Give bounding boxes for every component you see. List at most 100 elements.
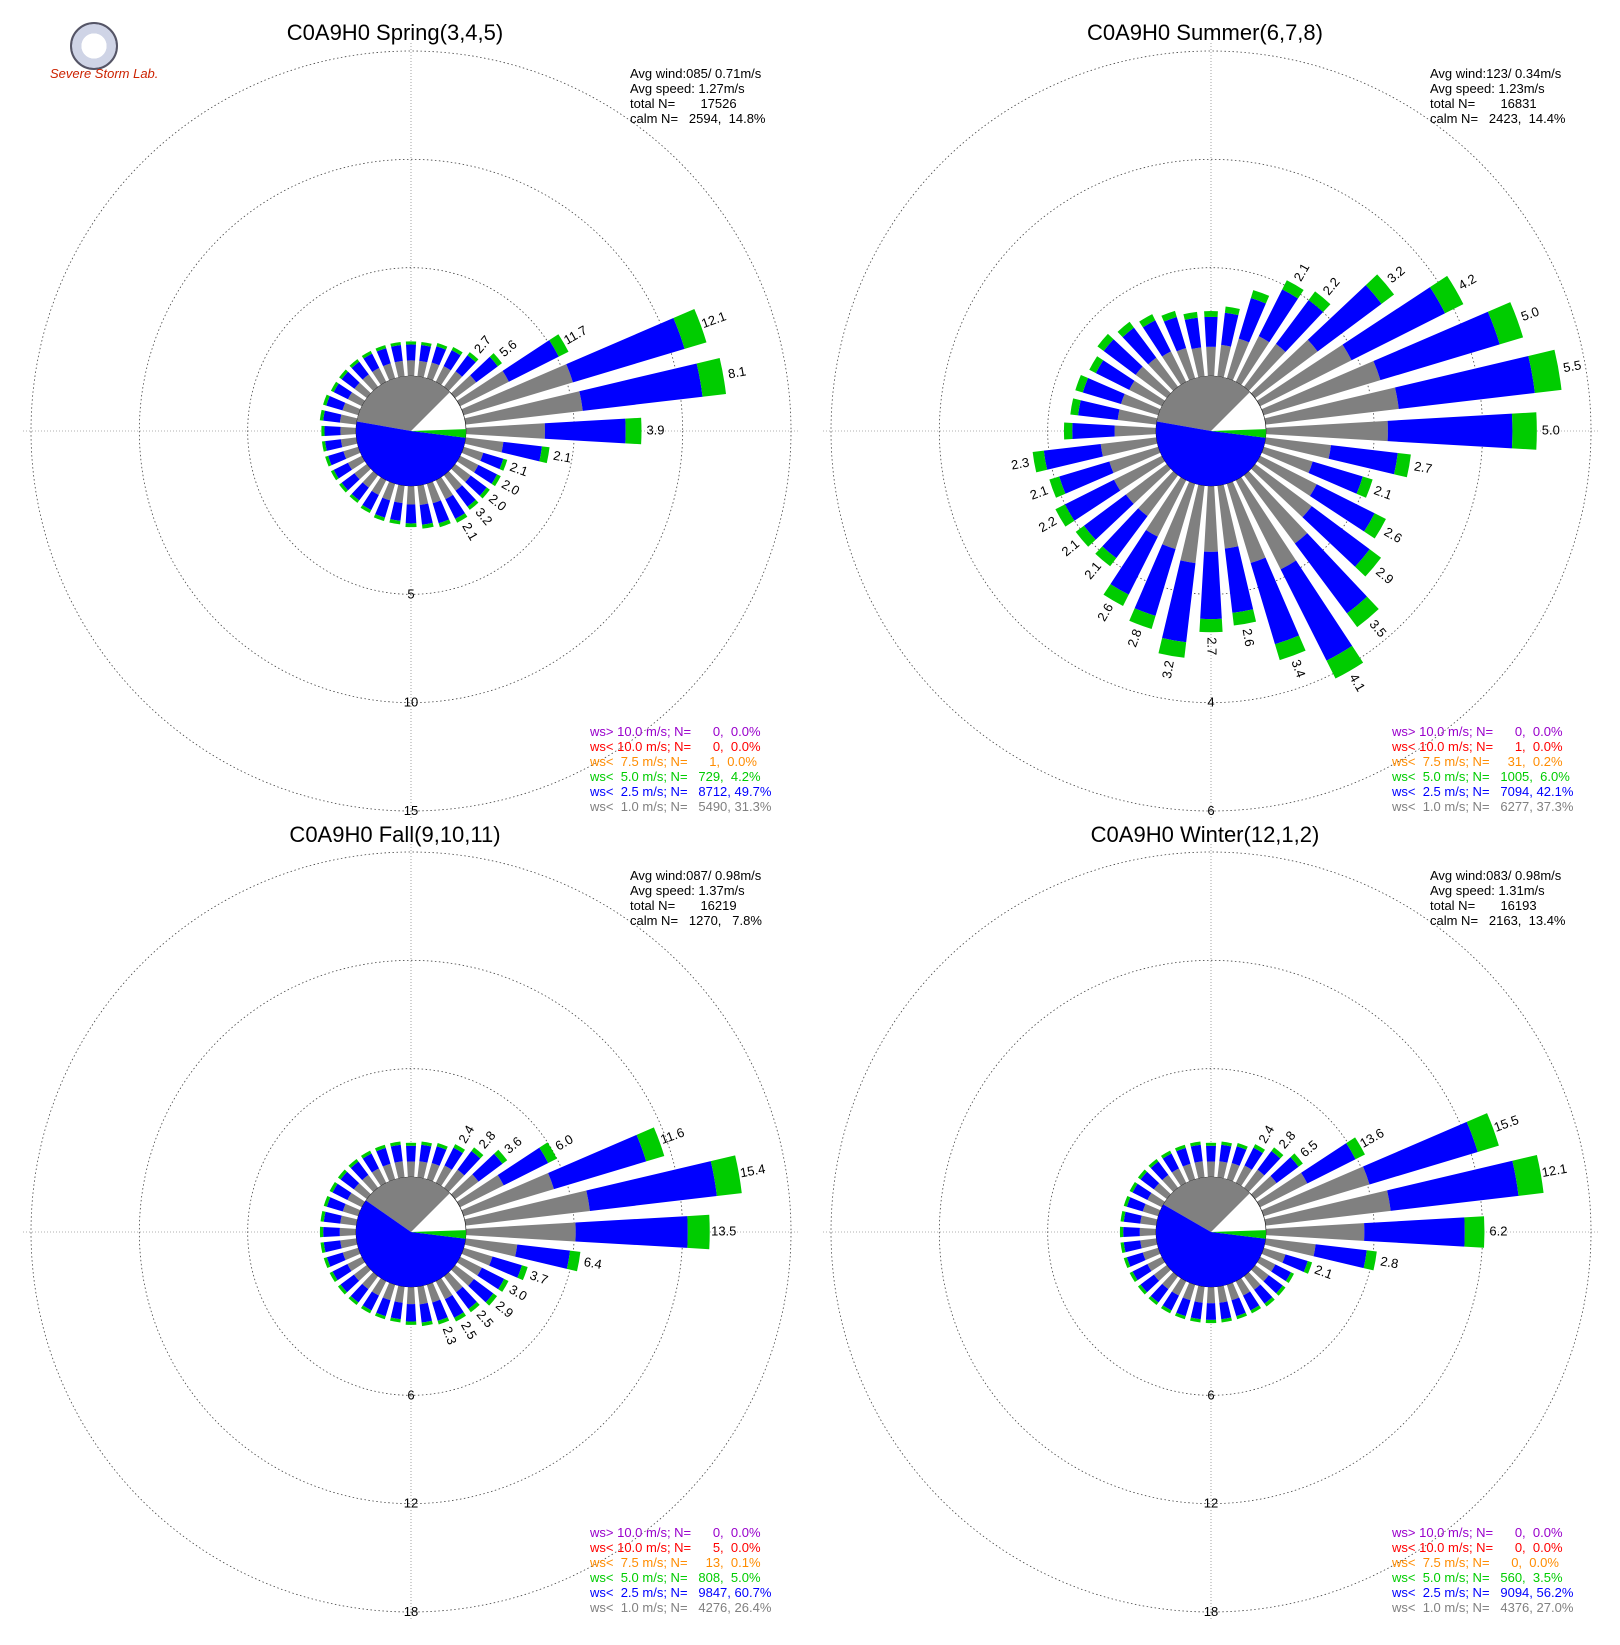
sector-bar-green [1120,1242,1126,1253]
ring-label: 12 [1204,1496,1218,1511]
sector-bar-gray [1162,351,1187,386]
sector-bar-gray [1135,366,1171,399]
chart-title: C0A9H0 Spring(3,4,5) [286,20,504,45]
sector-bar-gray [1148,357,1179,391]
sector-bar-gray [1264,437,1331,459]
ring-label: 10 [404,695,418,710]
sector-bar-green [1070,398,1081,416]
sector-bar-blue [1123,1240,1142,1253]
legend-entry: ws< 7.5 m/s; N= 13, 0.1% [590,1555,761,1570]
sector-bar-green [451,347,463,356]
sector-bar-green [1075,374,1089,393]
sector-bar-blue [1103,339,1143,375]
sector-bar-green [1129,1181,1138,1193]
sector-bar-blue [1275,299,1324,352]
sector-bar-gray [1251,1264,1269,1282]
sector-bar-gray [362,471,379,488]
sector-bar-green [1097,333,1114,351]
stats-box: Avg wind:083/ 0.98m/s Avg speed: 1.31m/s t… [1430,868,1566,928]
sector-bar-gray [371,1277,387,1296]
sector-bar-blue [362,1291,379,1311]
sector-bar-gray [435,366,451,386]
sector-bar-gray [347,455,366,470]
stats-box: Avg wind:085/ 0.71m/s Avg speed: 1.27m/s t… [630,66,766,126]
sector-bar-blue [1364,1217,1465,1247]
sector-bar-blue [328,451,347,466]
speed-legend: ws> 10.0 m/s; N= 0, 0.0% ws< 10.0 m/s; N=… [1392,1525,1573,1615]
sector-value-label: 5.0 [1542,422,1560,437]
sector-bar-green [330,381,339,393]
sector-bar-blue [1176,1147,1191,1167]
sector-bar-green [348,1295,359,1306]
calm-wedge-gray [356,376,450,431]
stats-avg-wind: Avg wind:087/ 0.98m/s [630,868,762,883]
sector-value-label: 5.6 [496,337,519,360]
sector-bar-gray [372,367,387,386]
sector-bar-blue [332,1183,352,1200]
sector-bar-green [405,1321,417,1325]
sector-bar-green [498,1278,509,1292]
sector-value-label: 3.9 [646,422,664,437]
sector-bar-gray [426,1162,440,1182]
sector-value-label: 2.1 [459,520,481,543]
sector-bar-blue [1387,1160,1519,1211]
sector-bar-gray [1204,485,1218,552]
sector-bar-green [499,458,508,471]
sector-bar-blue [1123,1211,1142,1224]
sector-value-label: 2.6 [1382,524,1405,546]
ring-label: 6 [407,1387,414,1402]
sector-bar-blue [351,361,369,380]
sector-bar-green [1120,1211,1126,1222]
sector-bar-gray [464,1238,518,1257]
sector-bar-green [1205,1142,1217,1146]
sector-bar-blue [1373,311,1500,381]
sector-bar-green [320,1211,326,1222]
sector-bar-gray [1117,409,1158,425]
sector-bar-green [390,1141,401,1147]
sector-bar-gray [382,481,396,501]
sector-value-label: 3.6 [501,1133,524,1156]
sector-value-label: 2.9 [493,1298,516,1321]
sector-bar-blue [376,348,391,367]
sector-bar-blue [1244,1147,1263,1170]
sector-bar-blue [1282,1254,1308,1272]
sector-bar-blue [575,1216,688,1248]
sector-bar-gray [1153,1264,1171,1281]
sector-bar-gray [1256,1256,1276,1272]
sector-value-label: 3.7 [528,1267,550,1287]
sector-bar-gray [1243,343,1286,391]
sector-bar-green [1148,1158,1159,1169]
sector-bar-blue [1126,1197,1146,1212]
sector-bar-green [468,1301,480,1313]
sector-value-label: 2.3 [1010,455,1030,473]
sector-bar-blue [1184,317,1202,350]
sector-bar-green [348,1158,359,1169]
sector-bar-blue [1043,443,1103,470]
sector-bar-blue [1176,1297,1191,1317]
sector-bar-green [1158,638,1187,658]
legend-entry: ws< 7.5 m/s; N= 31, 0.2% [1392,754,1563,769]
sector-bar-gray [1171,1277,1187,1296]
sector-value-label: 2.5 [474,1307,497,1330]
sector-bar-green [1282,280,1304,299]
sector-bar-green [1264,1297,1275,1307]
sector-bar-blue [419,1144,432,1163]
sector-bar-green [1063,422,1073,440]
sector-bar-gray [1180,484,1205,564]
sector-bar-blue [1204,316,1218,347]
sector-value-label: 2.1 [508,459,530,479]
sector-bar-blue [489,1256,522,1278]
sector-bar-gray [1235,476,1297,570]
sector-bar-gray [339,1227,357,1237]
sector-bar-gray [1162,1272,1179,1290]
sector-bar-blue [1190,1301,1203,1320]
stats-total: total N= 16831 [1430,96,1537,111]
sector-value-label: 2.2 [1320,274,1343,297]
sector-bar-blue [326,1252,346,1267]
sector-bar-gray [1125,463,1171,504]
sector-bar-green [1464,1216,1485,1248]
sector-bar-blue [1102,508,1148,559]
